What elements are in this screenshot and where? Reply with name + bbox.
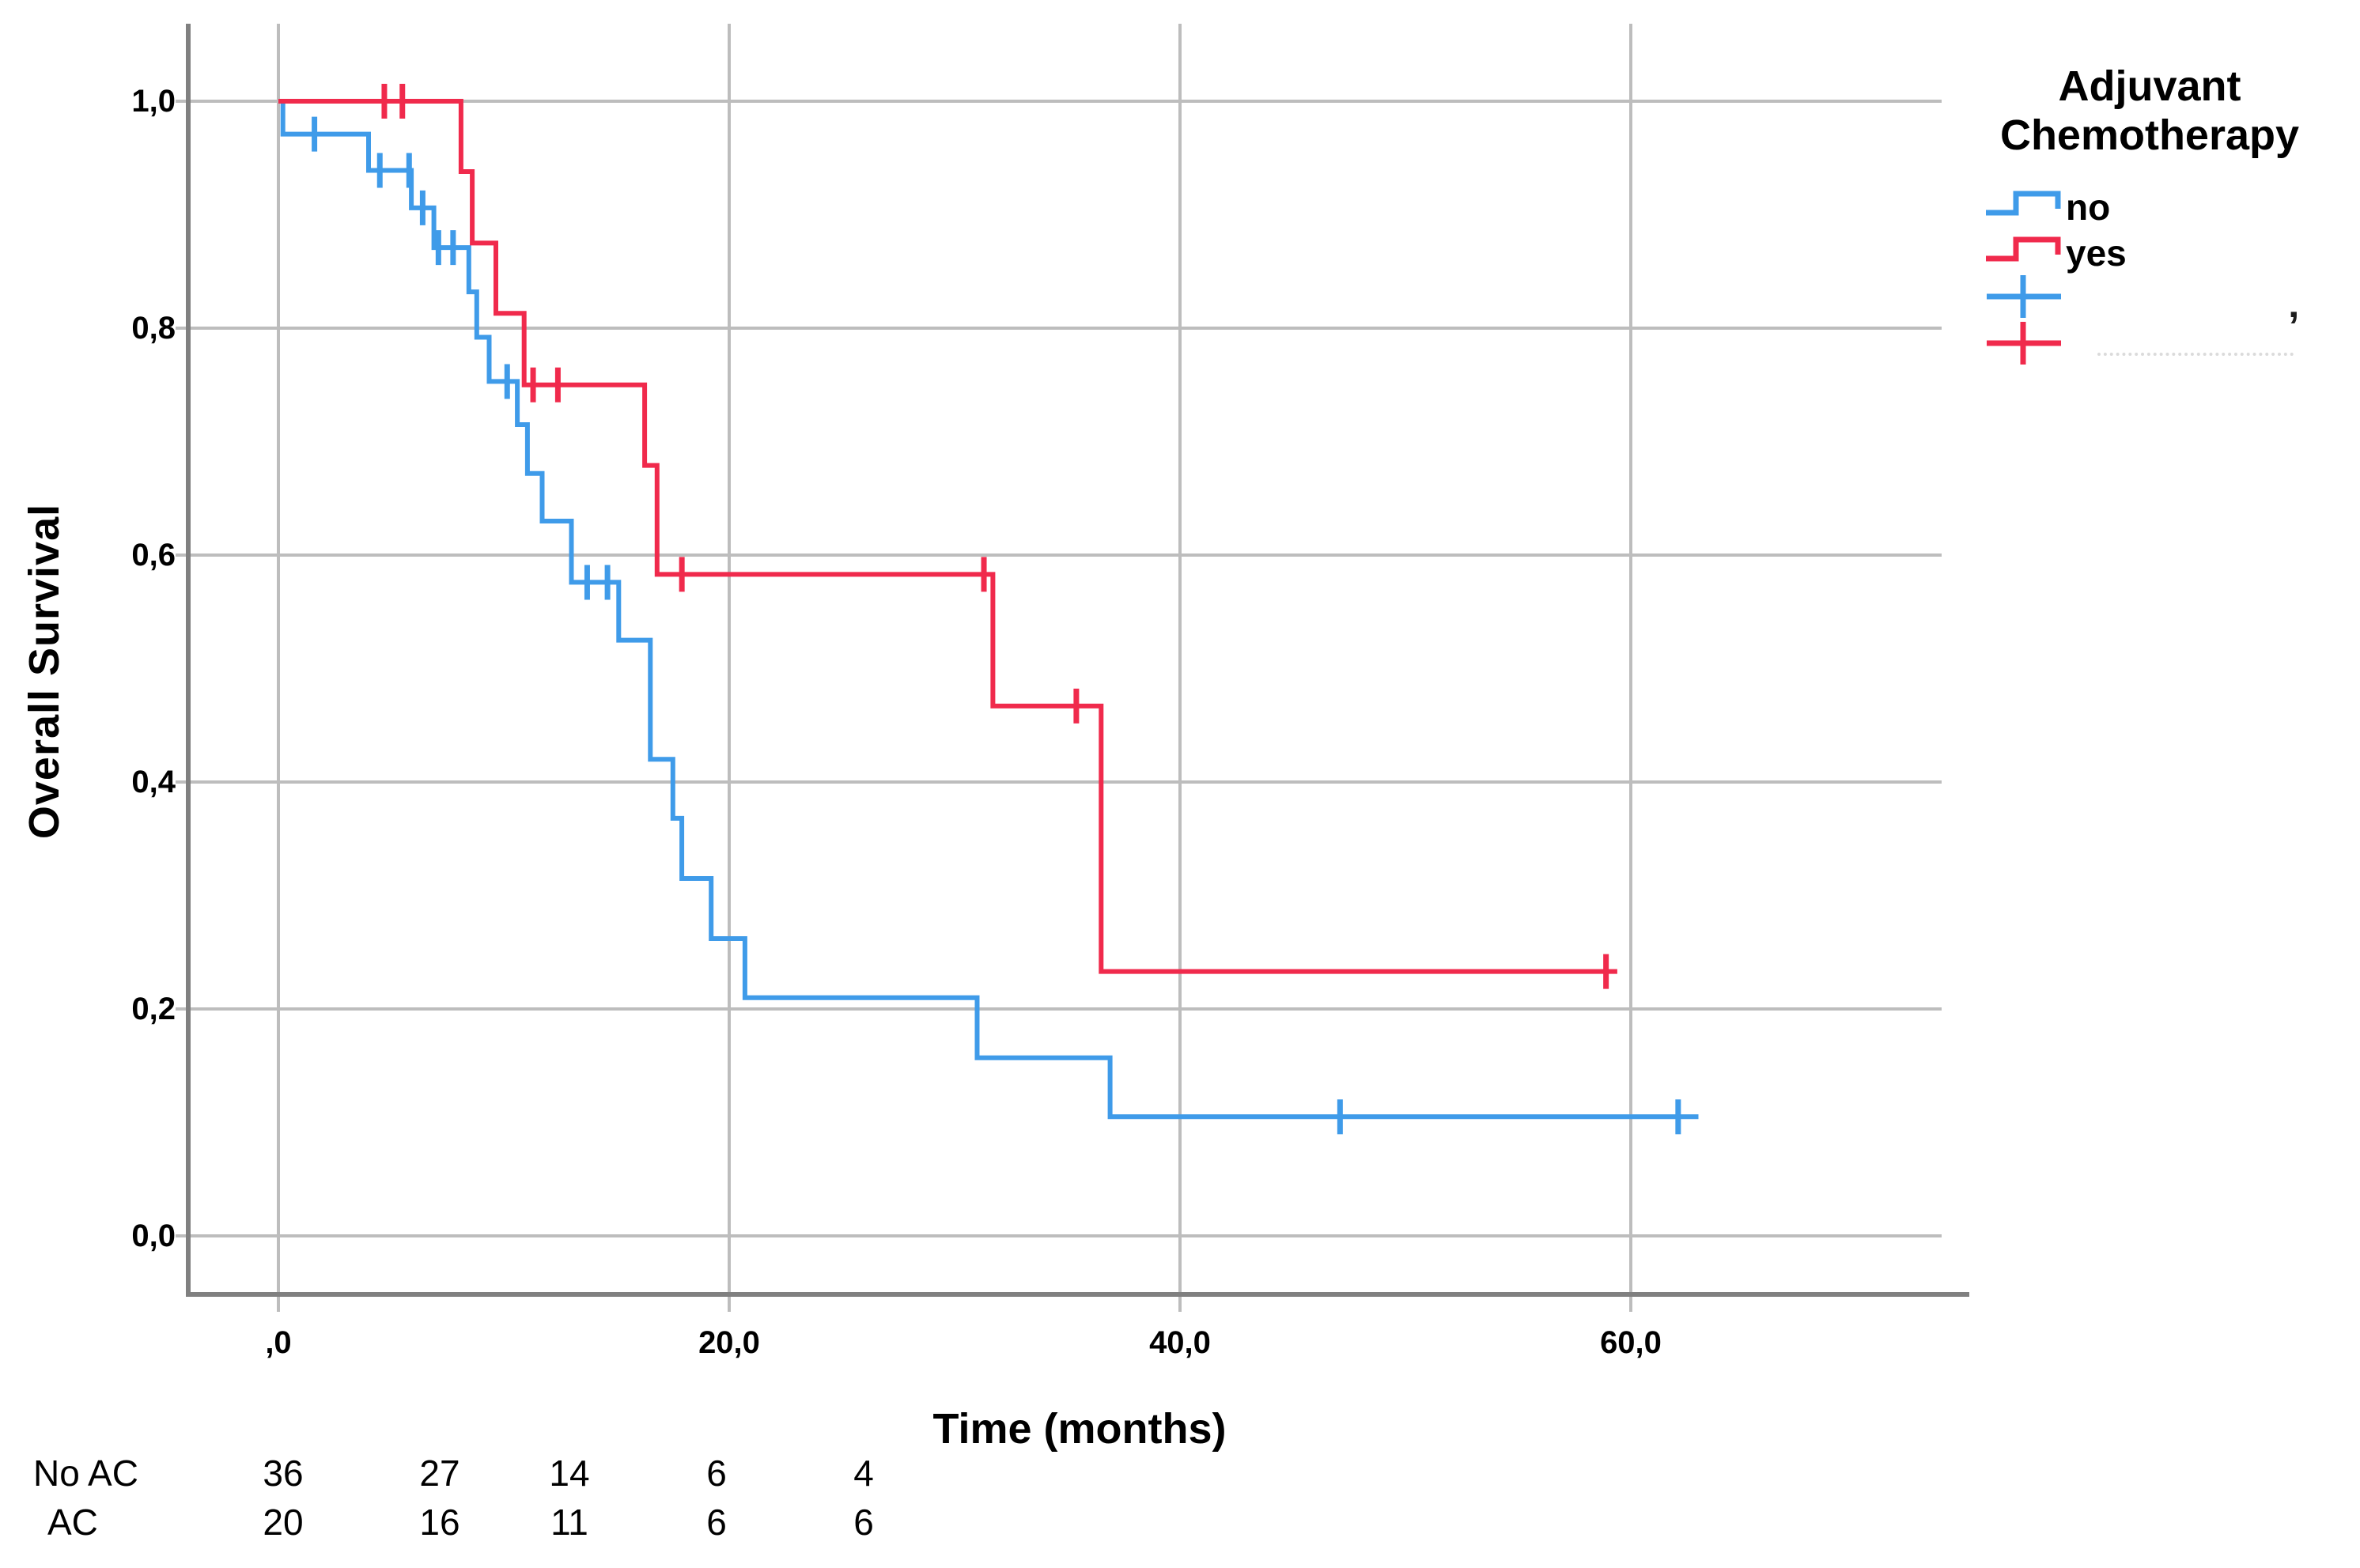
x-axis-title: Time (months) [932, 1405, 1227, 1453]
risk-count-row0-col2: 14 [549, 1453, 590, 1494]
legend-title-line2: Chemotherapy [1999, 111, 2300, 159]
legend-step-symbol-1 [1986, 236, 2061, 262]
legend-title-line1: Adjuvant [2058, 62, 2241, 110]
risk-count-row1-col0: 20 [263, 1502, 304, 1543]
survival-curve-no [278, 99, 1699, 1120]
risk-count-row0-col0: 36 [263, 1453, 304, 1494]
stray-apostrophe-mark: ’ [2288, 304, 2300, 349]
y-tick-label-0.4: 0,4 [131, 765, 176, 799]
y-axis-title: Overall Survival [21, 503, 68, 840]
risk-count-row0-col1: 27 [419, 1453, 460, 1494]
y-tick-label-0.2: 0,2 [131, 992, 176, 1026]
risk-count-row1-col3: 6 [706, 1502, 727, 1543]
legend-title: Adjuvant Chemotherapy [1936, 62, 2360, 160]
x-tick-label-40: 40,0 [1149, 1325, 1211, 1360]
risk-row-label-ac: AC [47, 1502, 98, 1543]
y-tick-label-0.8: 0,8 [131, 311, 176, 346]
risk-count-row1-col2: 11 [550, 1502, 588, 1543]
y-tick-label-0.6: 0,6 [131, 538, 176, 572]
y-tick-label-0: 0,0 [131, 1219, 176, 1253]
survival-curve-yes [278, 99, 1617, 974]
legend-step-symbol-0 [1986, 191, 2061, 216]
x-tick-label-20: 20,0 [698, 1325, 760, 1360]
x-tick-label-0: ,0 [265, 1325, 292, 1360]
risk-count-row0-col3: 6 [706, 1453, 727, 1494]
legend-item-label-yes: yes [2066, 232, 2127, 274]
faded-censored-label-artifact [2097, 353, 2294, 356]
risk-count-row0-col4: 4 [853, 1453, 874, 1494]
risk-row-label-no-ac: No AC [33, 1453, 138, 1494]
y-tick-label-1: 1,0 [131, 84, 176, 119]
x-tick-label-60: 60,0 [1600, 1325, 1662, 1360]
legend-item-label-no: no [2066, 187, 2111, 228]
risk-count-row1-col1: 16 [419, 1502, 460, 1543]
risk-count-row1-col4: 6 [853, 1502, 874, 1543]
